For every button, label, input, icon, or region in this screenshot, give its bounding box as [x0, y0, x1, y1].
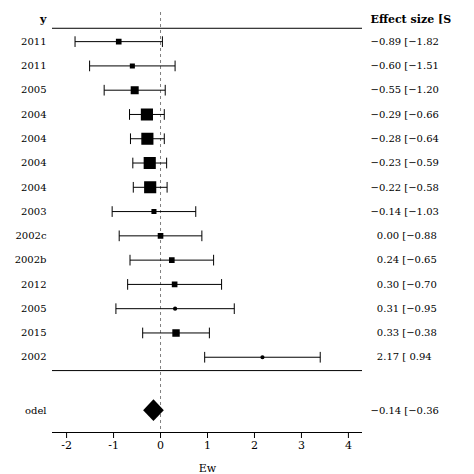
svg-text:2004: 2004	[21, 181, 46, 192]
svg-text:−0.89 [−1.82: −0.89 [−1.82	[371, 36, 439, 47]
svg-text:odel: odel	[25, 405, 47, 416]
svg-text:2012: 2012	[21, 279, 46, 290]
svg-text:2.17 [ 0.94: 2.17 [ 0.94	[371, 351, 432, 362]
svg-text:2004: 2004	[21, 157, 46, 168]
svg-text:2004: 2004	[21, 109, 46, 120]
svg-text:Effect size [S: Effect size [S	[371, 13, 452, 26]
svg-text:2005: 2005	[21, 84, 46, 95]
svg-text:0.00 [−0.88: 0.00 [−0.88	[371, 230, 437, 241]
svg-text:0.33 [−0.38: 0.33 [−0.38	[371, 327, 437, 338]
svg-text:−0.22 [−0.58: −0.22 [−0.58	[371, 181, 439, 192]
svg-text:-1: -1	[108, 439, 119, 452]
svg-text:−0.14 [−1.03: −0.14 [−1.03	[371, 206, 439, 217]
svg-text:−0.29 [−0.66: −0.29 [−0.66	[371, 109, 439, 120]
svg-text:-2: -2	[61, 439, 72, 452]
svg-text:0.24 [−0.65: 0.24 [−0.65	[371, 254, 437, 265]
svg-text:2004: 2004	[21, 133, 46, 144]
svg-text:3: 3	[298, 439, 305, 452]
svg-text:2002: 2002	[21, 351, 46, 362]
svg-text:−0.55 [−1.20: −0.55 [−1.20	[371, 84, 439, 95]
svg-text:2: 2	[251, 439, 258, 452]
svg-text:2002b: 2002b	[15, 254, 47, 265]
svg-text:2011: 2011	[21, 36, 46, 47]
svg-text:2002c: 2002c	[15, 230, 46, 241]
svg-text:1: 1	[204, 439, 211, 452]
svg-text:4: 4	[345, 439, 352, 452]
svg-text:2005: 2005	[21, 303, 46, 314]
svg-text:Ew: Ew	[199, 462, 217, 474]
svg-text:−0.23 [−0.59: −0.23 [−0.59	[371, 157, 439, 168]
svg-text:2003: 2003	[21, 206, 46, 217]
svg-text:0.30 [−0.70: 0.30 [−0.70	[371, 279, 437, 290]
svg-text:2015: 2015	[21, 327, 46, 338]
svg-text:0.31 [−0.95: 0.31 [−0.95	[371, 303, 437, 314]
svg-text:−0.14 [−0.36: −0.14 [−0.36	[371, 405, 439, 416]
svg-text:−0.28 [−0.64: −0.28 [−0.64	[371, 133, 439, 144]
svg-text:2011: 2011	[21, 60, 46, 71]
svg-text:y: y	[39, 13, 47, 26]
svg-text:0: 0	[157, 439, 164, 452]
svg-text:−0.60 [−1.51: −0.60 [−1.51	[371, 60, 439, 71]
